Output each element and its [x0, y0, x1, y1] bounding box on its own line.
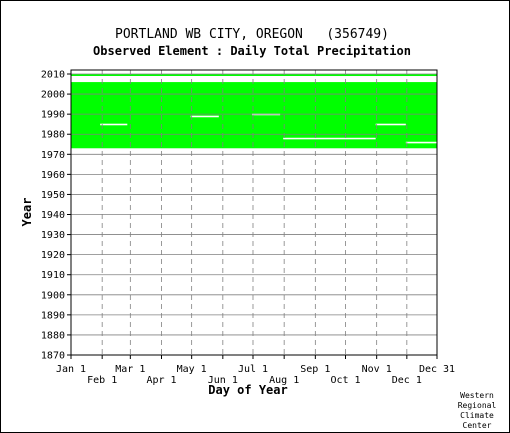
y-tick-label: 1910 — [41, 270, 65, 281]
gap-mark — [283, 137, 376, 140]
x-tick-label: Sep 1 — [300, 364, 330, 375]
y-tick-label: 1880 — [41, 330, 65, 341]
x-tick-label: Aug 1 — [269, 375, 299, 386]
y-tick-label: 1990 — [41, 110, 65, 121]
coverage-block — [315, 74, 437, 78]
y-tick-label: 1970 — [41, 150, 65, 161]
credit-block: Western Regional Climate Center — [458, 391, 497, 430]
x-tick-label: May 1 — [177, 364, 207, 375]
credit-line: Western — [460, 391, 494, 400]
x-axis-label: Day of Year — [208, 383, 287, 397]
x-tick-label: Mar 1 — [115, 364, 145, 375]
y-tick-label: 1950 — [41, 190, 65, 201]
credit-line: Center — [463, 421, 492, 430]
x-tick-label: Apr 1 — [146, 375, 176, 386]
gap-mark — [71, 76, 437, 83]
axis-layer: 2010 2000 1990 1980 1970 1960 1950 1940 1930 1920… — [41, 70, 455, 386]
gap-mark — [100, 123, 128, 126]
y-tick-label: 1930 — [41, 230, 65, 241]
y-tick-label: 1870 — [41, 351, 65, 362]
x-tick-label: Jun 1 — [208, 375, 238, 386]
y-tick-label: 2000 — [41, 90, 65, 101]
chart-subtitle: Observed Element : Daily Total Precipita… — [93, 44, 411, 58]
x-tick-label: Nov 1 — [362, 364, 392, 375]
data-layer — [71, 74, 437, 149]
gap-mark — [405, 141, 437, 144]
y-tick-label: 2010 — [41, 70, 65, 81]
x-tick-label: Feb 1 — [87, 375, 117, 386]
y-tick-label: 1940 — [41, 210, 65, 221]
credit-line: Regional — [458, 401, 497, 410]
y-tick-label: 1900 — [41, 290, 65, 301]
chart-title: PORTLAND WB CITY, OREGON (356749) — [115, 27, 389, 42]
credit-line: Climate — [460, 411, 494, 420]
y-tick-label: 1890 — [41, 310, 65, 321]
plot-border — [70, 69, 438, 356]
x-tick-label: Jul 1 — [238, 364, 268, 375]
y-tick-label: 1980 — [41, 130, 65, 141]
x-tick-label: Oct 1 — [330, 375, 360, 386]
x-tick-label: Jan 1 — [56, 364, 86, 375]
x-tick-label: Dec 31 — [419, 364, 455, 375]
gap-mark — [190, 115, 219, 118]
y-tick-label: 1920 — [41, 250, 65, 261]
coverage-block — [71, 74, 316, 77]
x-tick-label: Dec 1 — [392, 375, 422, 386]
y-tick-label: 1960 — [41, 170, 65, 181]
y-axis-label: Year — [20, 198, 34, 227]
gap-mark — [375, 123, 406, 126]
